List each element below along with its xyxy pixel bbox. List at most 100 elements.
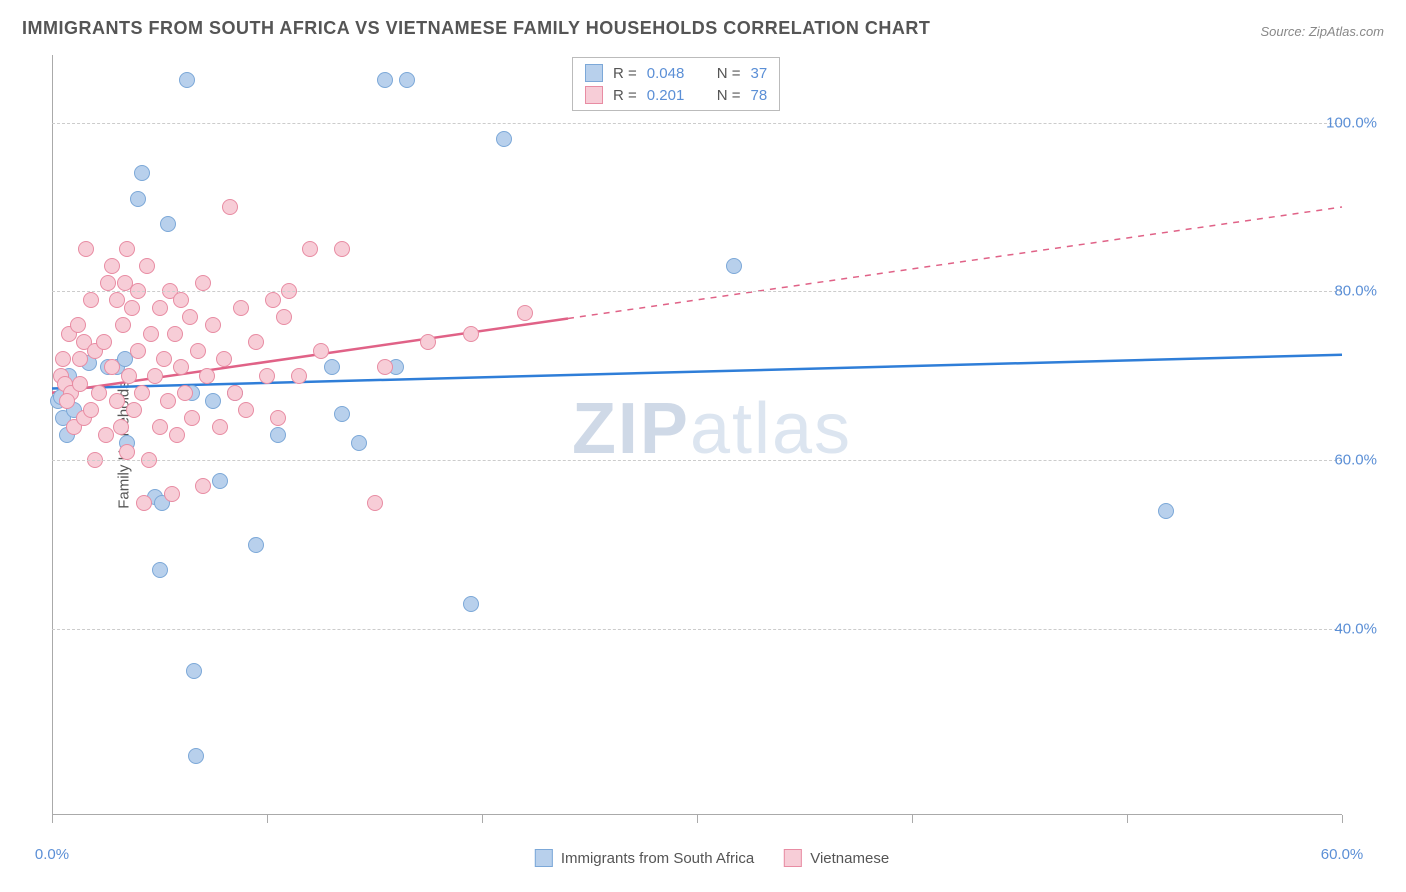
y-tick-label: 100.0% (1326, 114, 1377, 131)
data-point (147, 368, 163, 384)
data-point (212, 473, 228, 489)
legend-swatch (585, 64, 603, 82)
x-tick (1342, 815, 1343, 823)
data-point (160, 393, 176, 409)
data-point (130, 191, 146, 207)
data-point (517, 305, 533, 321)
y-tick-label: 40.0% (1334, 621, 1377, 638)
data-point (113, 419, 129, 435)
trend-lines (52, 55, 1372, 835)
data-point (152, 419, 168, 435)
data-point (291, 368, 307, 384)
legend-r-label: R = (613, 65, 637, 82)
data-point (96, 334, 112, 350)
data-point (463, 326, 479, 342)
data-point (212, 419, 228, 435)
data-point (420, 334, 436, 350)
data-point (238, 402, 254, 418)
data-point (1158, 503, 1174, 519)
grid-line-h (52, 123, 1342, 124)
data-point (276, 309, 292, 325)
data-point (222, 199, 238, 215)
data-point (115, 317, 131, 333)
data-point (377, 359, 393, 375)
data-point (55, 351, 71, 367)
data-point (160, 216, 176, 232)
data-point (59, 393, 75, 409)
legend-r-label: R = (613, 87, 637, 104)
data-point (126, 402, 142, 418)
data-point (334, 241, 350, 257)
data-point (143, 326, 159, 342)
data-point (195, 275, 211, 291)
data-point (334, 406, 350, 422)
chart-area: Family Households ZIPatlas R = 0.048N = … (52, 55, 1372, 835)
data-point (179, 72, 195, 88)
data-point (227, 385, 243, 401)
data-point (351, 435, 367, 451)
data-point (156, 351, 172, 367)
legend-n-value: 37 (751, 65, 768, 82)
data-point (78, 241, 94, 257)
data-point (496, 131, 512, 147)
x-tick (52, 815, 53, 823)
data-point (164, 486, 180, 502)
data-point (270, 427, 286, 443)
data-point (265, 292, 281, 308)
data-point (184, 410, 200, 426)
data-point (270, 410, 286, 426)
data-point (72, 376, 88, 392)
legend-n-label: N = (717, 65, 741, 82)
data-point (139, 258, 155, 274)
grid-line-h (52, 629, 1342, 630)
data-point (399, 72, 415, 88)
legend-r-value: 0.048 (647, 65, 707, 82)
data-point (119, 444, 135, 460)
watermark-rest: atlas (690, 389, 852, 469)
data-point (195, 478, 211, 494)
data-point (134, 385, 150, 401)
data-point (130, 343, 146, 359)
data-point (167, 326, 183, 342)
x-tick (482, 815, 483, 823)
legend-swatch (585, 86, 603, 104)
legend-n-value: 78 (751, 87, 768, 104)
data-point (100, 275, 116, 291)
data-point (302, 241, 318, 257)
data-point (121, 368, 137, 384)
series-legend-item: Vietnamese (784, 849, 889, 867)
x-tick (912, 815, 913, 823)
data-point (173, 359, 189, 375)
grid-line-h (52, 291, 1342, 292)
data-point (91, 385, 107, 401)
legend-r-value: 0.201 (647, 87, 707, 104)
source-label: Source: ZipAtlas.com (1260, 24, 1384, 39)
data-point (188, 748, 204, 764)
data-point (134, 165, 150, 181)
data-point (377, 72, 393, 88)
data-point (98, 427, 114, 443)
data-point (205, 317, 221, 333)
x-tick-label: 60.0% (1321, 846, 1364, 863)
data-point (313, 343, 329, 359)
watermark-bold: ZIP (572, 389, 690, 469)
data-point (152, 300, 168, 316)
data-point (104, 359, 120, 375)
data-point (70, 317, 86, 333)
series-legend: Immigrants from South AfricaVietnamese (535, 849, 889, 867)
data-point (83, 402, 99, 418)
chart-title: IMMIGRANTS FROM SOUTH AFRICA VS VIETNAME… (22, 18, 930, 39)
data-point (109, 292, 125, 308)
legend-row: R = 0.048 N = 37 (585, 62, 767, 84)
legend-swatch (784, 849, 802, 867)
data-point (199, 368, 215, 384)
x-tick (697, 815, 698, 823)
data-point (182, 309, 198, 325)
grid-line-h (52, 460, 1342, 461)
data-point (324, 359, 340, 375)
data-point (248, 334, 264, 350)
legend-row: R = 0.201N = 78 (585, 84, 767, 106)
y-tick-label: 60.0% (1334, 452, 1377, 469)
data-point (205, 393, 221, 409)
data-point (463, 596, 479, 612)
